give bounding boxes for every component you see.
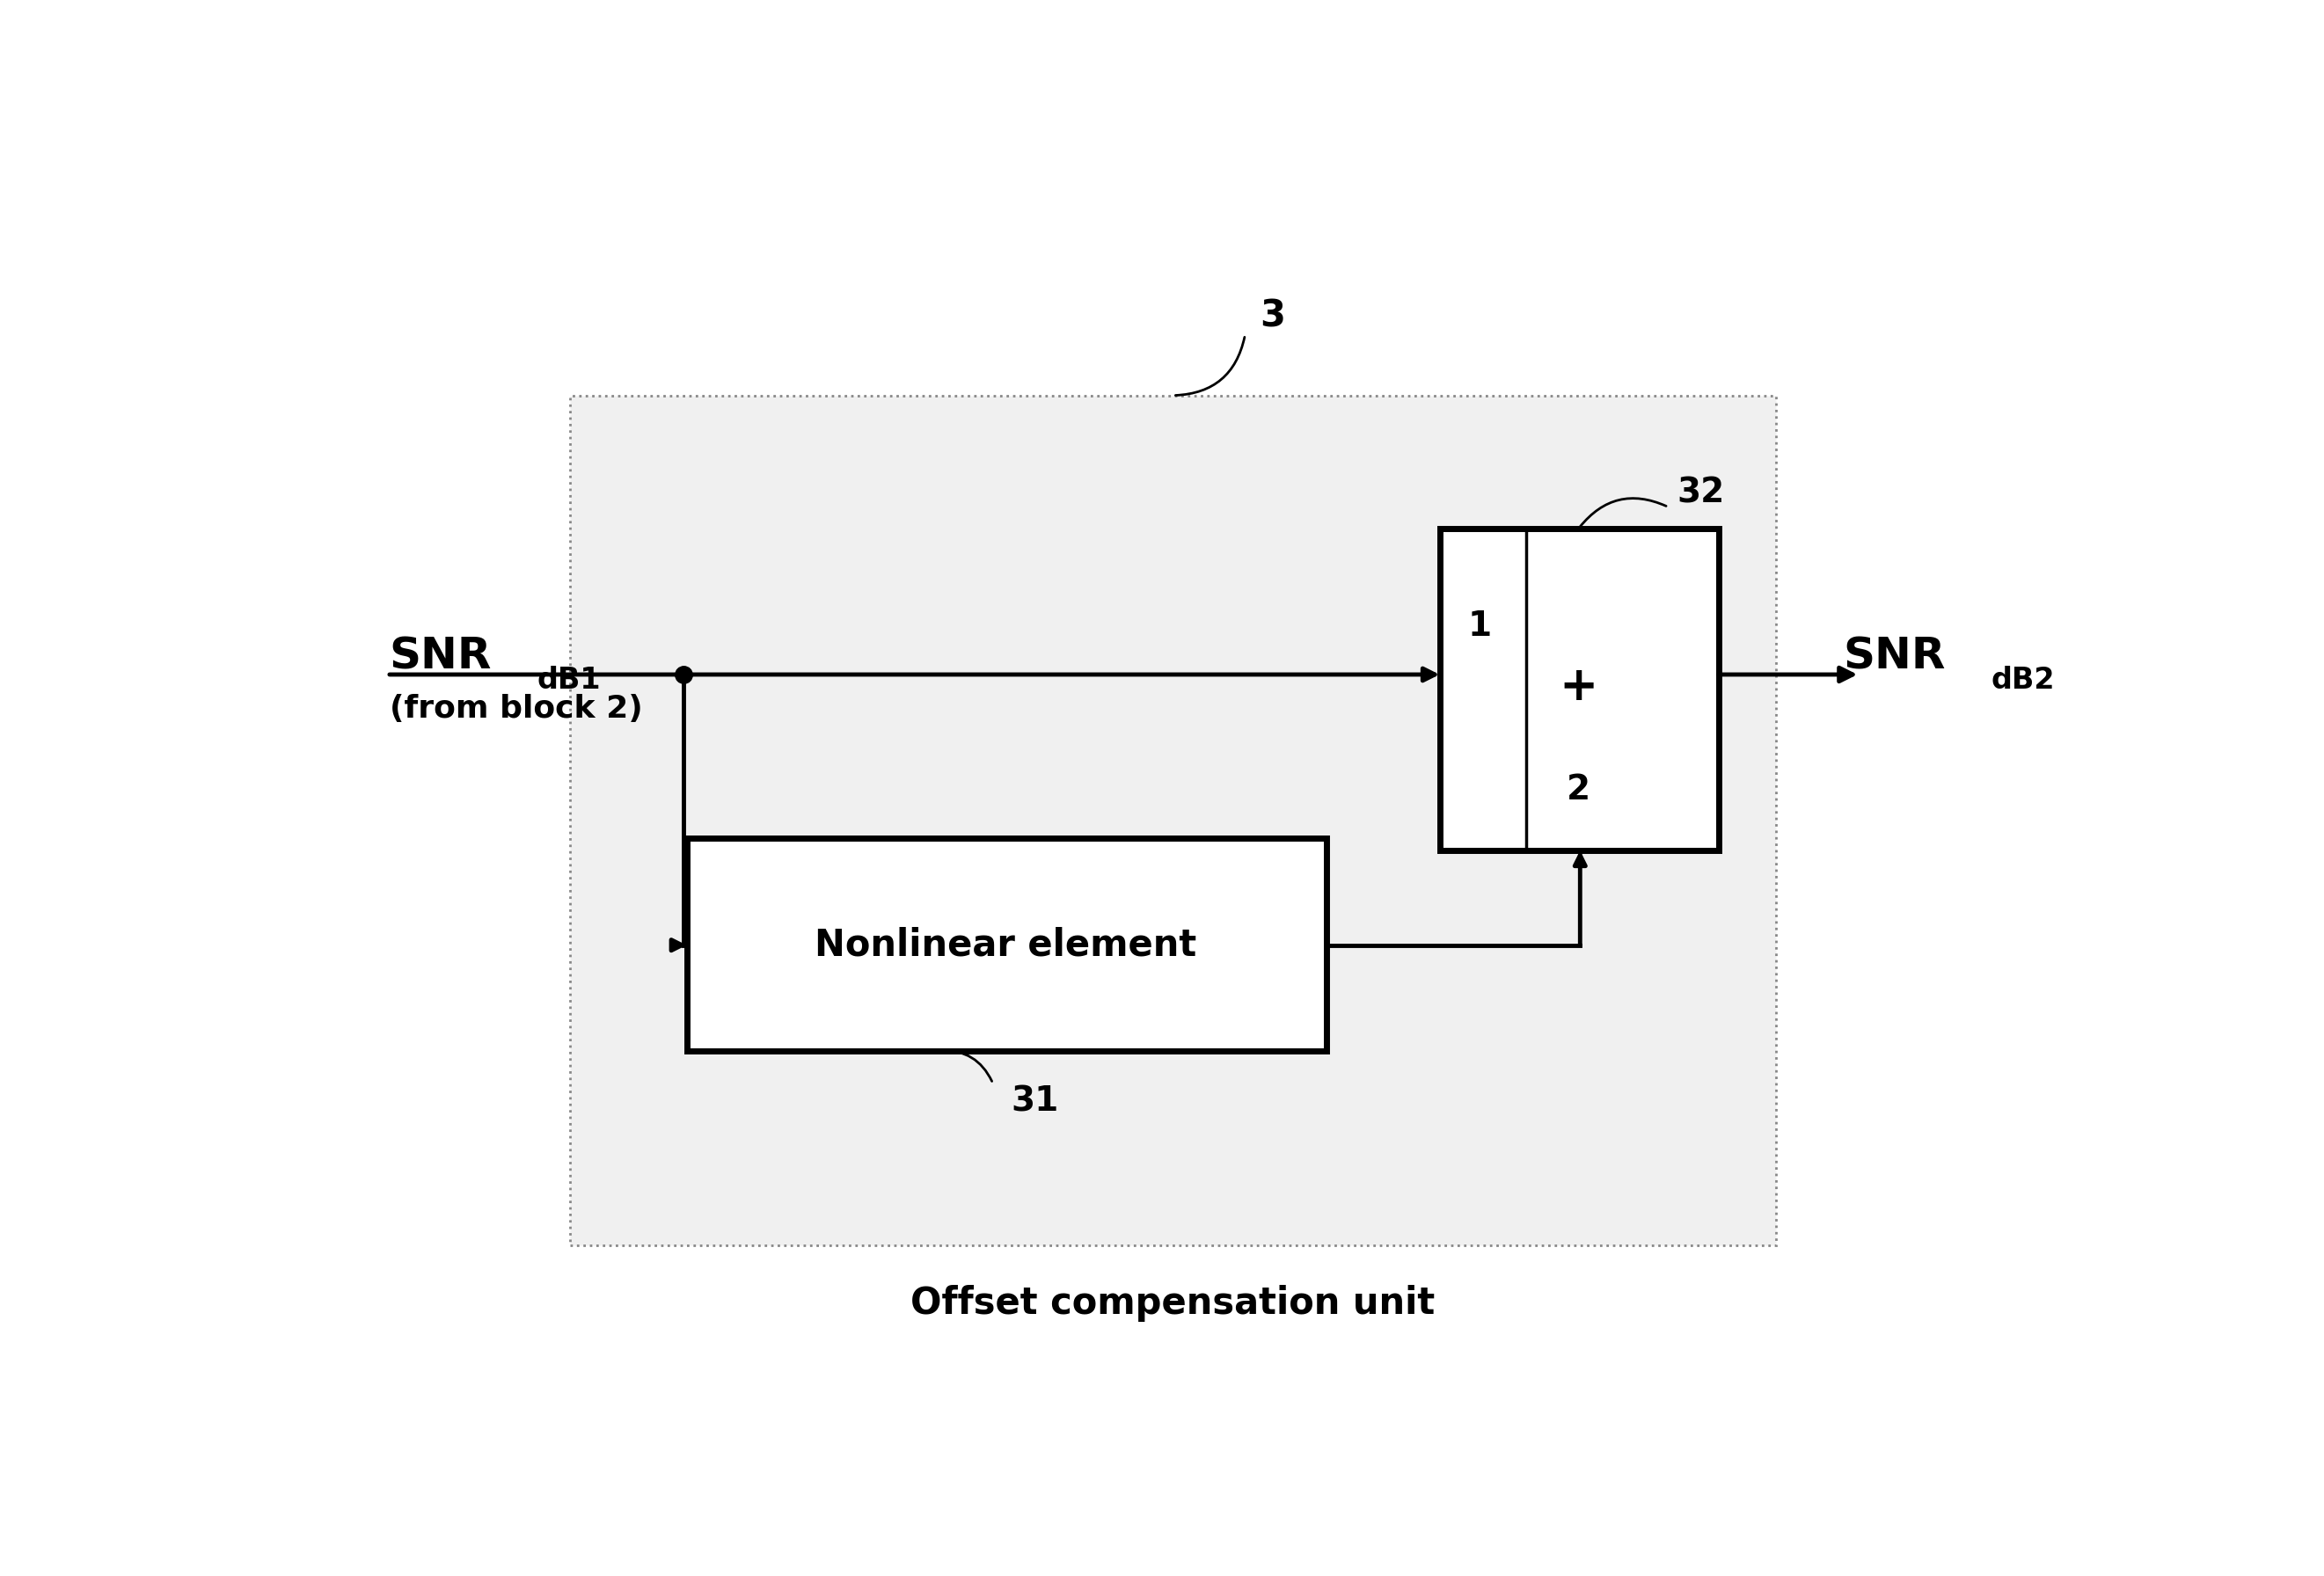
- Text: 32: 32: [1678, 476, 1724, 509]
- Text: Nonlinear element: Nonlinear element: [813, 927, 1197, 963]
- Text: dB2: dB2: [1992, 667, 2054, 695]
- Text: dB1: dB1: [537, 667, 602, 695]
- Text: 31: 31: [1011, 1084, 1060, 1119]
- Text: SNR: SNR: [1843, 635, 1945, 678]
- Bar: [569, 396, 1776, 1245]
- Text: SNR: SNR: [390, 635, 493, 678]
- Text: 1: 1: [1466, 610, 1492, 643]
- Text: +: +: [1559, 663, 1597, 709]
- Text: Offset compensation unit: Offset compensation unit: [911, 1284, 1436, 1322]
- Text: (from block 2): (from block 2): [390, 693, 644, 723]
- Text: 2: 2: [1566, 774, 1590, 807]
- Bar: [1439, 530, 1720, 851]
- Bar: [688, 838, 1327, 1051]
- Text: 3: 3: [1260, 298, 1285, 336]
